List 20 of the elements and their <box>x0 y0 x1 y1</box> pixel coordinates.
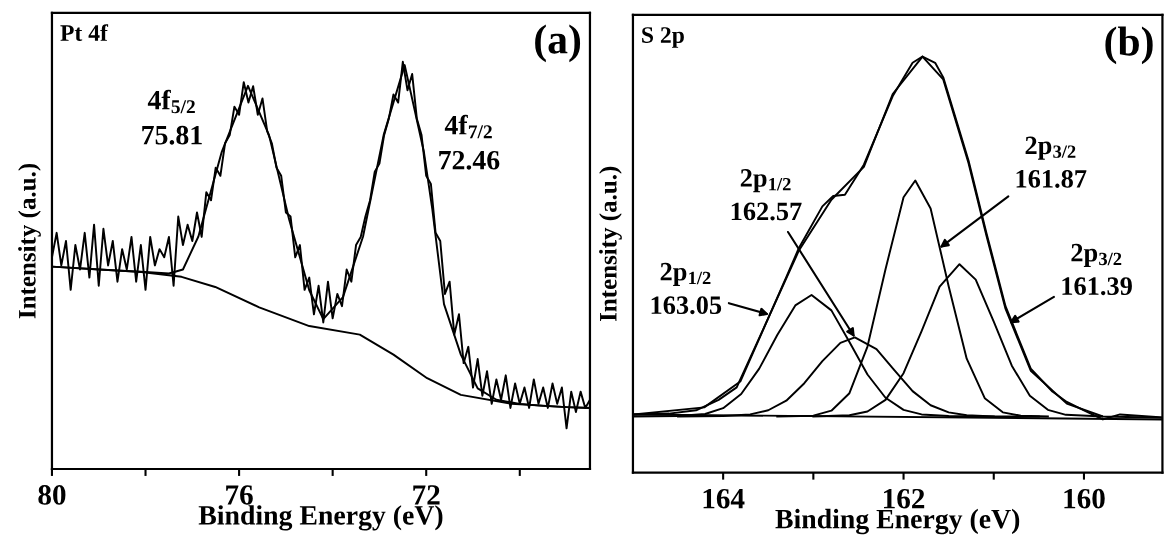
annotation: 2p$_{3/2}$ 161.87 <box>1016 136 1087 188</box>
x-tick-label: 164 <box>703 488 745 509</box>
x-tick-label: 80 <box>38 485 66 505</box>
annotation: 4f$_{7/2}$ 72.46 <box>439 114 500 170</box>
annotation: 2p$_{1/2}$ 162.57 <box>731 169 802 221</box>
x-axis-title: Binding Energy (eV) <box>198 505 443 531</box>
text: Pt 4f <box>60 24 109 41</box>
y-axis-title: Intensity (a.u.) <box>18 163 41 319</box>
text: S 2p <box>642 27 684 48</box>
chart-title: (a) <box>535 24 581 63</box>
y-axis-title: Intensity (a.u.) <box>599 166 622 322</box>
x-tick-label: 76 <box>226 485 253 505</box>
x-tick-label: 72 <box>413 485 440 505</box>
x-tick-label: 162 <box>884 488 925 509</box>
annotation: 2p$_{3/2}$ 161.39 <box>1062 243 1132 296</box>
chart-title: (b) <box>1105 26 1153 65</box>
x-tick-label: 160 <box>1064 488 1105 509</box>
annotation: 2p$_{1/2}$ 163.05 <box>651 262 722 315</box>
x-axis-title: Binding Energy (eV) <box>775 508 1020 535</box>
annotation: 4f$_{5/2}$ 75.81 <box>142 89 202 145</box>
